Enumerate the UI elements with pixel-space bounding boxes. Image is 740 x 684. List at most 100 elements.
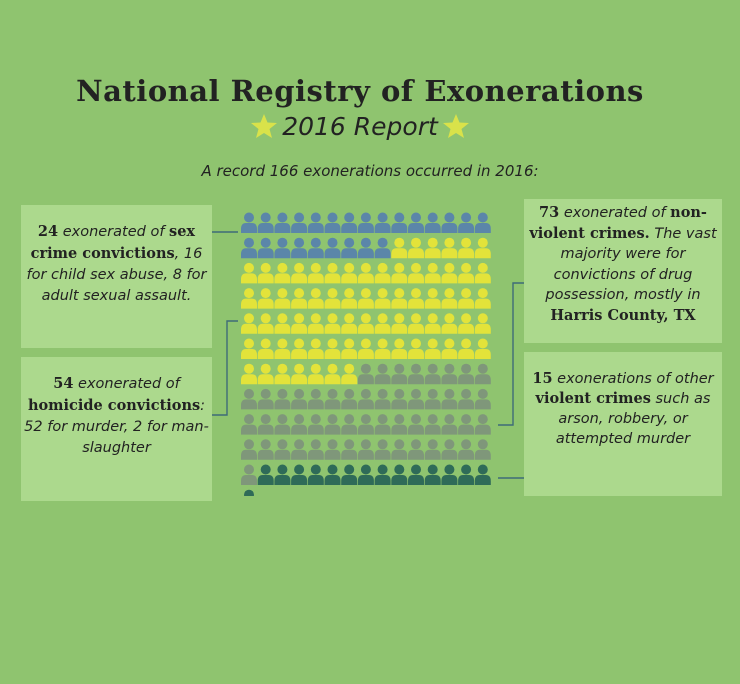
homicide-text-1: exonerated of [73, 376, 180, 392]
person-icon-non-violent [408, 338, 424, 359]
person-icon-non-violent [274, 313, 291, 334]
sex-crime-text-1: exonerated of [58, 224, 170, 240]
person-icon-homicide [391, 388, 408, 410]
person-icon-homicide [357, 414, 374, 435]
person-icon-homicide [257, 414, 274, 435]
person-icon-sex-crime [408, 212, 424, 233]
person-icon-homicide [458, 363, 475, 385]
person-icon-homicide [307, 388, 324, 410]
non-violent-connector [498, 282, 524, 426]
person-icon-non-violent [458, 237, 475, 259]
person-icon-non-violent [274, 262, 291, 284]
non-violent-label: non-violent crimes. [529, 204, 707, 242]
person-icon-non-violent [341, 288, 358, 309]
person-icon-non-violent [324, 288, 341, 309]
person-icon-homicide [374, 439, 391, 460]
person-icon-homicide [324, 414, 341, 435]
person-icon-non-violent [391, 262, 408, 284]
person-icon-non-violent [441, 288, 458, 309]
person-icon-sex-crime [274, 237, 291, 259]
person-icon-homicide [391, 363, 408, 385]
person-icon-violent [474, 464, 491, 485]
person-icon-non-violent [474, 313, 491, 334]
person-icon-homicide [357, 363, 374, 385]
person-icon-non-violent [424, 313, 441, 334]
person-icon-non-violent [441, 338, 458, 359]
non-violent-text-1: exonerated of [559, 205, 671, 221]
person-icon-homicide [424, 414, 441, 435]
person-icon-violent [244, 489, 254, 496]
person-icon-non-violent [458, 313, 475, 334]
person-icon-homicide [324, 439, 341, 460]
person-icon-homicide [408, 363, 424, 385]
person-icon-non-violent [241, 262, 257, 284]
person-icon-violent [341, 464, 358, 485]
person-icon-non-violent [391, 313, 408, 334]
person-icon-homicide [408, 414, 424, 435]
person-icon-non-violent [324, 313, 341, 334]
person-icon-non-violent [424, 338, 441, 359]
person-icon-sex-crime [357, 237, 374, 259]
person-icon-non-violent [291, 363, 308, 385]
person-icon-non-violent [241, 313, 257, 334]
person-icon-non-violent [291, 313, 308, 334]
homicide-text-2: : 52 for murder, 2 for man-slaughter [24, 398, 209, 456]
person-icon-non-violent [408, 262, 424, 284]
violent-label: violent crimes [535, 390, 651, 407]
person-icon-homicide [374, 414, 391, 435]
star-icon [251, 114, 278, 138]
person-icon-non-violent [458, 338, 475, 359]
violent-box: 15 exonerations of other violent crimes … [524, 352, 722, 496]
person-icon-homicide [474, 414, 491, 435]
person-icon-homicide [374, 388, 391, 410]
person-icon-sex-crime [341, 212, 358, 233]
person-icon-sex-crime [391, 212, 408, 233]
person-icon-non-violent [458, 262, 475, 284]
person-icon-violent [408, 464, 424, 485]
person-icon-non-violent [357, 262, 374, 284]
person-icon-sex-crime [441, 212, 458, 233]
person-icon-sex-crime [324, 237, 341, 259]
sex-crime-text-2: , 16 for child sex abuse, 8 for adult se… [26, 246, 207, 304]
person-icon-violent [357, 464, 374, 485]
sex-crime-label: sex crime convictions [30, 223, 196, 262]
person-icon-sex-crime [257, 212, 274, 233]
person-icon-sex-crime [341, 237, 358, 259]
person-icon-homicide [408, 439, 424, 460]
person-icon-non-violent [441, 237, 458, 259]
person-icon-homicide [374, 363, 391, 385]
person-icon-violent [324, 464, 341, 485]
person-icon-homicide [441, 414, 458, 435]
person-icon-non-violent [474, 262, 491, 284]
non-violent-box: 73 exonerated of non-violent crimes. The… [524, 199, 722, 343]
person-icon-sex-crime [357, 212, 374, 233]
person-icon-homicide [458, 414, 475, 435]
person-icon-sex-crime [257, 237, 274, 259]
person-icon-non-violent [424, 262, 441, 284]
person-icon-sex-crime [307, 212, 324, 233]
person-icon-homicide [458, 388, 475, 410]
person-icon-non-violent [357, 313, 374, 334]
person-icon-homicide [274, 414, 291, 435]
person-icon-violent [291, 464, 308, 485]
people-icon-grid [240, 212, 496, 496]
person-icon-non-violent [357, 288, 374, 309]
person-icon-sex-crime [374, 212, 391, 233]
person-icon-homicide [391, 414, 408, 435]
person-icon-homicide [408, 388, 424, 410]
person-icon-homicide [307, 439, 324, 460]
person-icon-sex-crime [307, 237, 324, 259]
page-title: National Registry of Exonerations [76, 74, 644, 108]
person-icon-non-violent [341, 262, 358, 284]
person-icon-non-violent [391, 288, 408, 309]
person-icon-sex-crime [274, 212, 291, 233]
person-icon-homicide [441, 439, 458, 460]
harris-county-label: Harris County, TX [550, 306, 696, 324]
non-violent-count: 73 [539, 204, 560, 221]
person-icon-homicide [307, 414, 324, 435]
person-icon-homicide [241, 414, 257, 435]
person-icon-sex-crime [374, 237, 391, 259]
person-icon-homicide [257, 388, 274, 410]
person-icon-non-violent [341, 313, 358, 334]
